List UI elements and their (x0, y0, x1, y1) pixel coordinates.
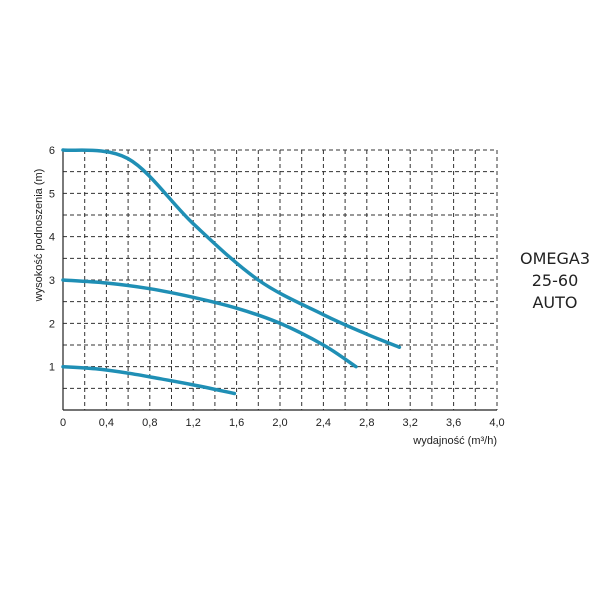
x-tick-label: 3,6 (446, 417, 461, 429)
x-tick-label: 2,4 (316, 417, 331, 429)
y-tick-label: 4 (49, 232, 55, 244)
x-tick-label: 3,2 (403, 417, 418, 429)
model-line-1: OMEGA3 (519, 249, 591, 268)
series-line-3 (61, 148, 402, 349)
grid (63, 149, 498, 410)
x-tick-labels: 0 0,4 0,8 1,2 1,6 2,0 2,4 2,8 3,2 3,6 4,0 (60, 417, 505, 429)
x-tick-label: 0,8 (142, 417, 157, 429)
model-line-2: 25-60 (531, 271, 579, 290)
series-lines (61, 148, 402, 396)
x-tick-label: 1,2 (186, 417, 201, 429)
x-tick-label: 2,0 (272, 417, 287, 429)
x-tick-label: 0 (60, 417, 66, 429)
y-tick-label: 1 (49, 362, 55, 374)
model-name: OMEGA3 25-60 AUTO (510, 248, 600, 314)
y-tick-labels: 1 2 3 4 5 6 (49, 145, 55, 374)
y-tick-label: 5 (49, 188, 55, 200)
y-axis-label: wysokość podnoszenia (m) (33, 169, 45, 303)
x-tick-label: 1,6 (229, 417, 244, 429)
x-tick-label: 2,8 (359, 417, 374, 429)
y-tick-label: 3 (49, 275, 55, 287)
model-line-3: AUTO (532, 293, 578, 312)
x-tick-label: 0,4 (99, 417, 114, 429)
x-axis-label: wydajność (m³/h) (412, 435, 497, 447)
y-tick-label: 2 (49, 318, 55, 330)
series-line-1 (61, 364, 237, 396)
x-tick-label: 4,0 (489, 417, 504, 429)
y-tick-label: 6 (49, 145, 55, 157)
series-line-2 (61, 278, 358, 369)
